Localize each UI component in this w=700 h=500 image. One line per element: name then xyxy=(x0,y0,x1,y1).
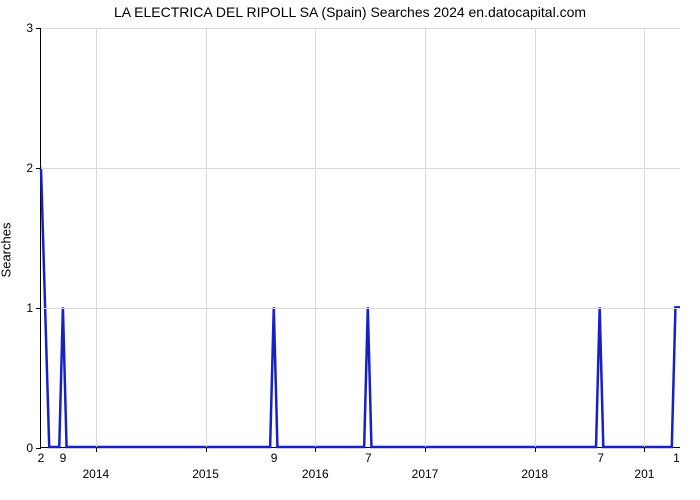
y-tick xyxy=(36,168,41,169)
x-year-label: 2018 xyxy=(521,467,548,481)
x-tick xyxy=(535,447,536,452)
y-tick-label: 1 xyxy=(26,301,33,315)
y-tick xyxy=(36,308,41,309)
y-tick xyxy=(36,28,41,29)
gridline-vertical xyxy=(644,28,645,447)
gridline-vertical xyxy=(96,28,97,447)
x-year-label: 2015 xyxy=(192,467,219,481)
x-tick xyxy=(425,447,426,452)
x-year-label: 2016 xyxy=(302,467,329,481)
x-minor-label: 1 xyxy=(673,451,680,465)
x-minor-label: 7 xyxy=(597,451,604,465)
gridline-horizontal xyxy=(41,28,680,29)
x-year-label: 201 xyxy=(634,467,654,481)
gridline-horizontal xyxy=(41,168,680,169)
x-minor-label: 9 xyxy=(271,451,278,465)
gridline-vertical xyxy=(425,28,426,447)
x-tick xyxy=(315,447,316,452)
x-tick xyxy=(206,447,207,452)
x-minor-label: 2 xyxy=(38,451,45,465)
y-tick-label: 2 xyxy=(26,161,33,175)
x-tick xyxy=(96,447,97,452)
plot-area: 012320142015201620172018201299771 xyxy=(40,28,680,448)
data-line-layer xyxy=(41,28,680,447)
gridline-vertical xyxy=(315,28,316,447)
x-year-label: 2017 xyxy=(412,467,439,481)
search-chart: LA ELECTRICA DEL RIPOLL SA (Spain) Searc… xyxy=(0,0,700,500)
gridline-horizontal xyxy=(41,308,680,309)
chart-title: LA ELECTRICA DEL RIPOLL SA (Spain) Searc… xyxy=(0,4,700,20)
x-tick xyxy=(644,447,645,452)
y-axis-label: Searches xyxy=(0,223,14,278)
y-tick-label: 0 xyxy=(26,441,33,455)
x-minor-label: 9 xyxy=(60,451,67,465)
gridline-vertical xyxy=(206,28,207,447)
x-year-label: 2014 xyxy=(82,467,109,481)
y-tick xyxy=(36,448,41,449)
gridline-vertical xyxy=(535,28,536,447)
y-tick-label: 3 xyxy=(26,21,33,35)
x-minor-label: 7 xyxy=(365,451,372,465)
